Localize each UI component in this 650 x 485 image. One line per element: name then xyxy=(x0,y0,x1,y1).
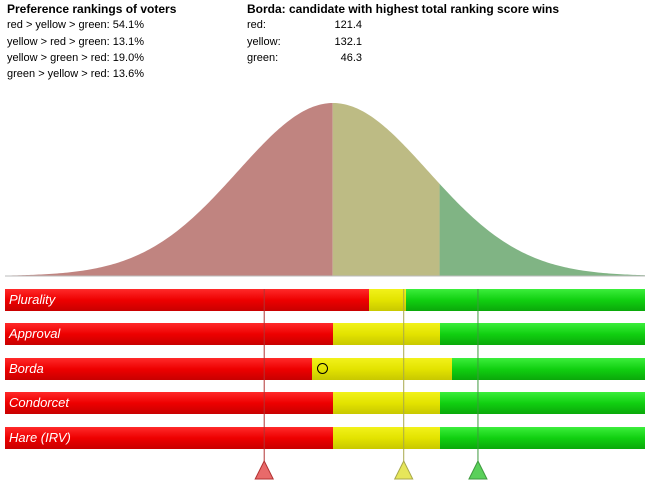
borda-winner-circle-icon xyxy=(317,363,329,374)
segment-green xyxy=(452,358,645,380)
voter-distribution-curve xyxy=(5,103,645,277)
method-bar-plurality: Plurality xyxy=(5,289,645,311)
segment-red xyxy=(5,427,333,449)
method-bar-irv: Hare (IRV) xyxy=(5,427,645,449)
method-bar-borda: Borda xyxy=(5,358,645,380)
ranking-line: yellow > green > red: 19.0% xyxy=(7,52,144,64)
score-value-red: 121.4 xyxy=(334,19,362,31)
candidate-green-handle[interactable] xyxy=(468,289,488,480)
ranking-line: green > yellow > red: 13.6% xyxy=(7,68,144,80)
segment-yellow xyxy=(368,289,406,311)
segment-red xyxy=(5,392,333,414)
segment-yellow xyxy=(332,323,440,345)
method-bar-condorcet: Condorcet xyxy=(5,392,645,414)
candidate-red-handle[interactable] xyxy=(254,289,275,480)
segment-yellow xyxy=(332,427,440,449)
segment-green xyxy=(439,392,645,414)
candidate-yellow-handle[interactable] xyxy=(393,289,414,480)
distribution-region-yellow xyxy=(332,103,440,276)
segment-green xyxy=(405,289,645,311)
segment-red xyxy=(5,289,369,311)
ranking-line: yellow > red > green: 13.1% xyxy=(7,36,144,48)
segment-red xyxy=(5,358,312,380)
segment-red xyxy=(5,323,333,345)
score-label-red: red: xyxy=(247,19,266,31)
score-label-green: green: xyxy=(247,52,279,64)
distribution-region-green xyxy=(439,103,645,276)
ranking-line: red > yellow > green: 54.1% xyxy=(7,19,144,31)
segment-yellow xyxy=(332,392,440,414)
distribution-region-red xyxy=(5,103,333,276)
method-bar-approval: Approval xyxy=(5,323,645,345)
score-value-yellow: 132.1 xyxy=(334,36,362,48)
rankings-title: Preference rankings of voters xyxy=(7,2,177,16)
score-value-green: 46.3 xyxy=(340,52,362,64)
segment-yellow xyxy=(311,358,453,380)
score-label-yellow: yellow: xyxy=(247,36,281,48)
scores-title: Borda: candidate with highest total rank… xyxy=(247,2,560,16)
segment-green xyxy=(439,427,645,449)
segment-green xyxy=(439,323,645,345)
